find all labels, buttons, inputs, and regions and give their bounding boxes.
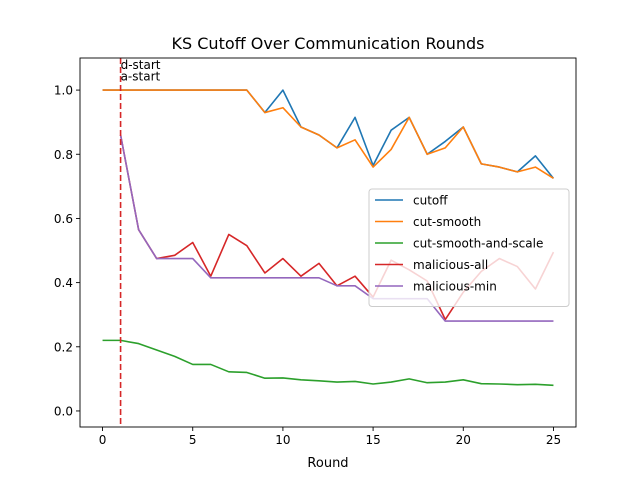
legend-label-malicious-all: malicious-all: [413, 258, 488, 272]
legend-label-cut-smooth: cut-smooth: [413, 215, 481, 229]
series-line-cut-smooth-and-scale: [102, 339, 554, 387]
x-tick-label: 25: [546, 433, 561, 447]
plot-area: 0 5 10 15 20 25 0.0 0.2 0.4 0.6 0.8 1.0 d-starta-sta…: [54, 57, 577, 447]
x-tick-label: 10: [275, 433, 290, 447]
series-line-cut-smooth: [102, 89, 554, 180]
chart-title: KS Cutoff Over Communication Rounds: [172, 34, 485, 53]
y-tick-label: 0.0: [54, 404, 73, 418]
y-tick-label: 0.8: [54, 148, 73, 162]
x-axis-label: Round: [307, 456, 348, 471]
y-tick-label: 0.4: [54, 276, 73, 290]
legend-box: [368, 188, 570, 307]
legend-label-malicious-min: malicious-min: [413, 280, 497, 294]
x-tick-label: 0: [99, 433, 107, 447]
x-tick-label: 5: [189, 433, 197, 447]
legend: cutoff cut-smooth cut-smooth-and-scale mali…: [368, 188, 570, 307]
legend-label-cutoff: cutoff: [413, 194, 448, 208]
x-tick-label: 20: [456, 433, 471, 447]
y-tick-label: 0.2: [54, 340, 73, 354]
y-tick-label: 1.0: [54, 84, 73, 98]
legend-label-cut-smooth-and-scale: cut-smooth-and-scale: [413, 237, 543, 251]
y-tick-label: 0.6: [54, 212, 73, 226]
annotation-label: d-start: [121, 58, 161, 72]
x-tick-label: 15: [365, 433, 380, 447]
series-line-malicious-min: [119, 134, 554, 322]
axes-frame: [79, 57, 577, 428]
annotation-label: a-start: [121, 69, 161, 83]
